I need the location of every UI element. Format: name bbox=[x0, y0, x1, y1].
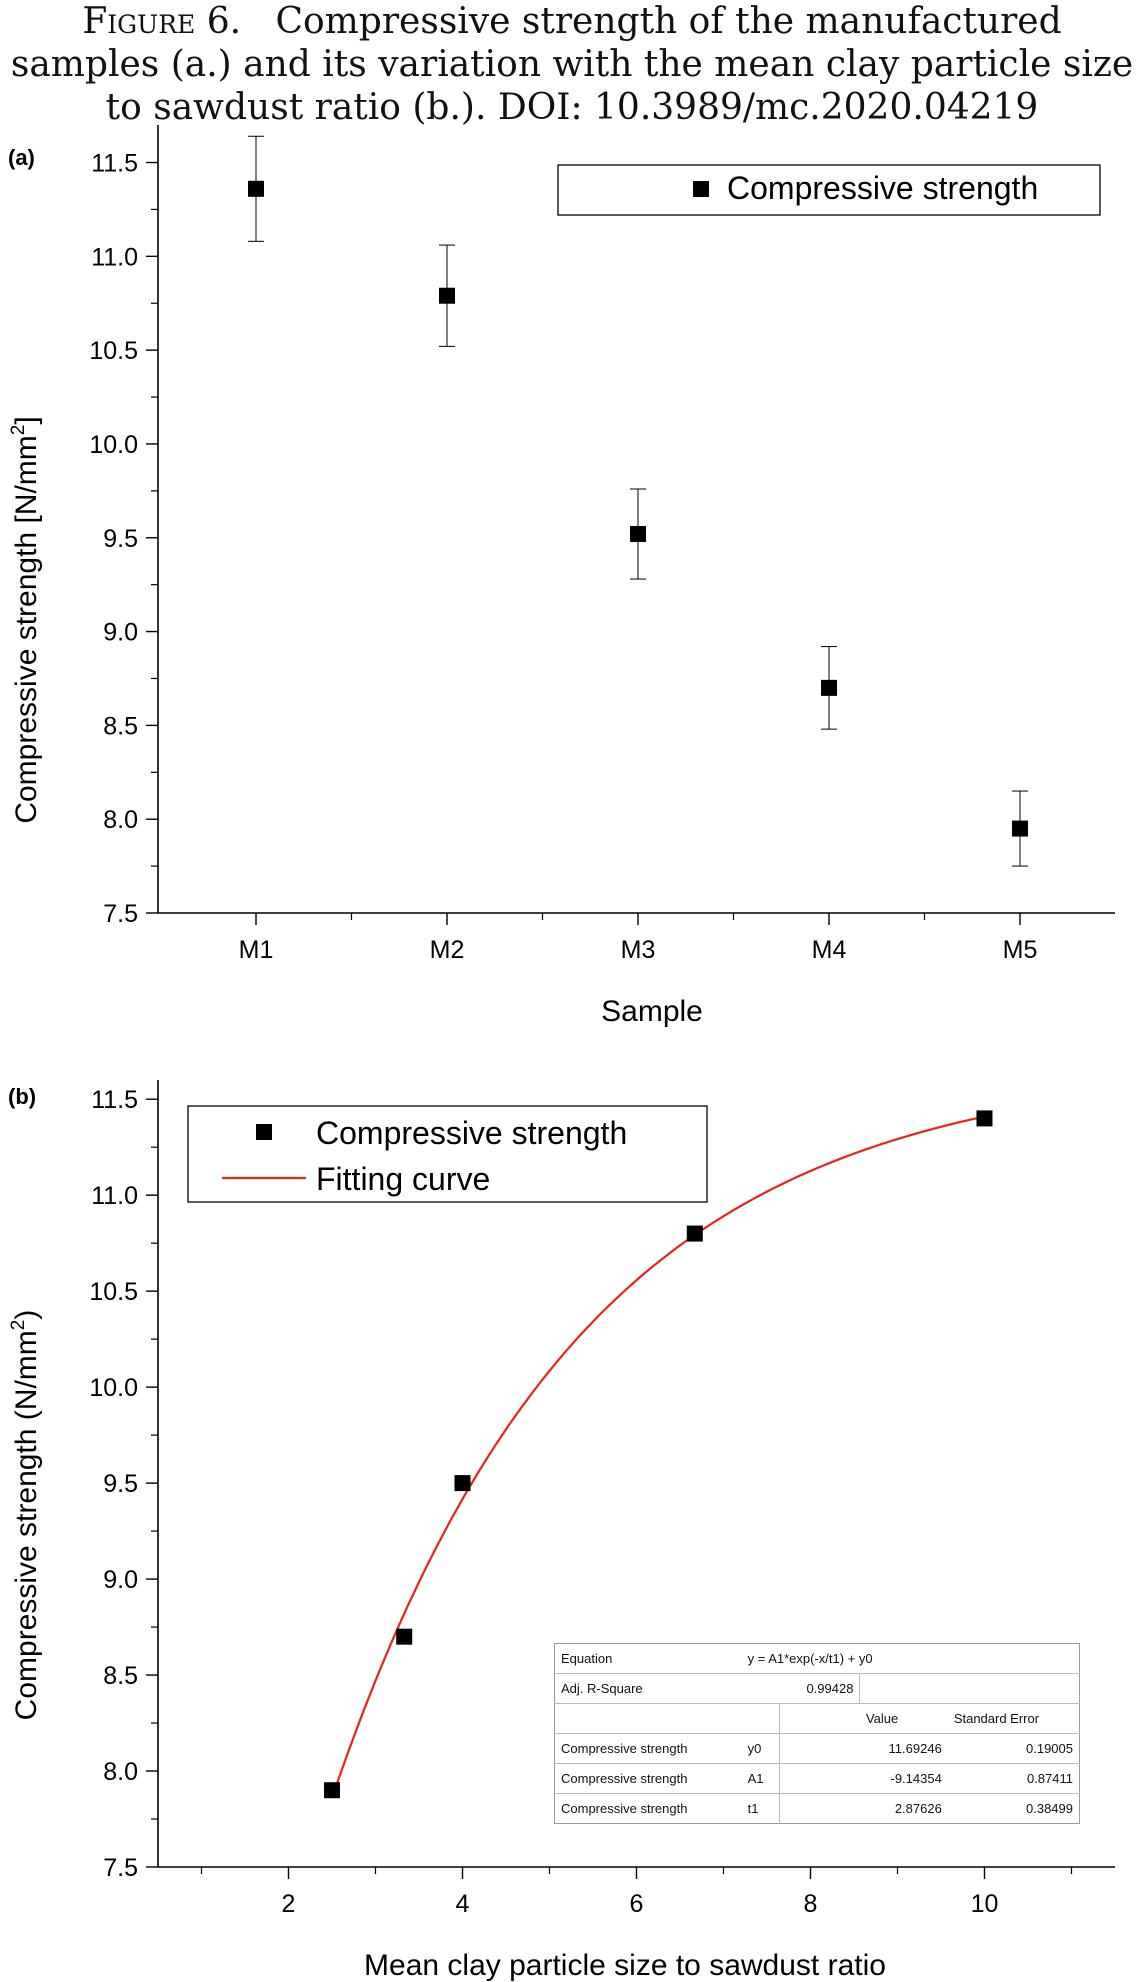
panel-a-data-point bbox=[248, 180, 264, 197]
panel-b-fitting-curve bbox=[330, 1115, 985, 1799]
panel-a-x-axis-title: Sample bbox=[601, 995, 703, 1028]
panel-a-label: (a) bbox=[8, 145, 35, 170]
panel-a-data-point bbox=[1012, 820, 1028, 837]
equation-label: Equation bbox=[561, 1651, 613, 1666]
panel-a-legend-marker bbox=[693, 181, 709, 197]
caption-line-1-rest: Compressive strength of the manufactured bbox=[275, 1, 1062, 42]
fit-row-error: 0.87411 bbox=[947, 1763, 1080, 1794]
col-error-header: Standard Error bbox=[947, 1703, 1080, 1734]
panel-a-data-point bbox=[439, 287, 455, 304]
panel-b-y-tick-label: 9.5 bbox=[103, 1470, 138, 1498]
panel-a-x-tick-label: M2 bbox=[430, 936, 465, 964]
panel-a-x-tick-label: M5 bbox=[1003, 936, 1038, 964]
equation-text: y = A1*exp(-x/t1) + y0 bbox=[747, 1651, 873, 1666]
panel-b-y-tick-label: 8.5 bbox=[103, 1662, 138, 1690]
panel-b-data-point bbox=[686, 1225, 703, 1242]
panel-a-y-tick-label: 11.0 bbox=[91, 243, 138, 271]
panel-b-legend-box bbox=[187, 1105, 708, 1203]
fit-table-header-row: Value Standard Error bbox=[554, 1703, 1080, 1734]
panel-b-y-tick-label: 11.5 bbox=[91, 1086, 138, 1114]
panel-b-label: (b) bbox=[8, 1084, 36, 1109]
panel-a-y-tick-label: 9.0 bbox=[103, 619, 138, 647]
fit-row-name: Compressive strength bbox=[554, 1763, 742, 1794]
panel-b-x-tick-label: 8 bbox=[804, 1890, 818, 1918]
panel-a-legend-box bbox=[557, 164, 1101, 216]
panel-b-legend-label-points: Compressive strength bbox=[316, 1115, 627, 1151]
fit-row-value: 2.87626 bbox=[859, 1793, 948, 1824]
panel-b-y-tick-label: 11.0 bbox=[91, 1182, 138, 1210]
panel-b-data-point bbox=[976, 1110, 993, 1127]
caption-lead: Figure 6. bbox=[82, 1, 242, 42]
panel-b-x-tick-label: 10 bbox=[971, 1890, 999, 1918]
panel-b-y-tick-label: 10.0 bbox=[89, 1374, 138, 1402]
caption-line-3: to sawdust ratio (b.). DOI: 10.3989/mc.2… bbox=[105, 87, 1039, 128]
figure-caption: Figure 6. Compressive strength of the ma… bbox=[0, 0, 1144, 129]
panel-b-legend-marker bbox=[256, 1124, 272, 1140]
panel-a-y-tick-label: 10.5 bbox=[89, 337, 138, 365]
panel-a-y-tick-label: 8.5 bbox=[103, 712, 138, 740]
panel-b-y-tick-label: 9.0 bbox=[103, 1566, 138, 1594]
panel-b-y-tick-label: 8.0 bbox=[103, 1758, 138, 1786]
panel-b-y-tick-label: 10.5 bbox=[89, 1278, 138, 1306]
panel-a-y-tick-label: 10.0 bbox=[89, 431, 138, 459]
panel-a-data-point bbox=[821, 679, 837, 696]
panel-b-x-tick-label: 2 bbox=[282, 1890, 296, 1918]
panel-a-y-tick-label: 9.5 bbox=[103, 525, 138, 553]
panel-a-x-tick-label: M3 bbox=[621, 936, 656, 964]
fit-row-param: t1 bbox=[741, 1793, 780, 1824]
col-value-header: Value bbox=[859, 1703, 948, 1734]
fit-table-equation-row: Equation y = A1*exp(-x/t1) + y0 bbox=[555, 1644, 1080, 1674]
panel-b-y-axis-title: Compressive strength (N/mm2) bbox=[8, 1310, 43, 1721]
panel-b-data-point bbox=[324, 1782, 340, 1799]
fit-row-param: A1 bbox=[741, 1763, 780, 1794]
fit-row-param: y0 bbox=[741, 1733, 780, 1764]
panel-a: (a) Compressive strength Sample Compress… bbox=[8, 125, 1115, 1028]
panel-b-x-tick-label: 4 bbox=[456, 1890, 470, 1918]
panel-b-x-axis-title: Mean clay particle size to sawdust ratio bbox=[364, 1949, 886, 1982]
fit-table-row: Compressive strength A1 -9.14354 0.87411 bbox=[554, 1763, 1080, 1794]
r2-label: Adj. R-Square bbox=[554, 1673, 742, 1704]
fit-row-value: 11.69246 bbox=[859, 1733, 948, 1764]
panel-a-x-tick-label: M4 bbox=[812, 936, 847, 964]
fit-row-value: -9.14354 bbox=[859, 1763, 948, 1794]
panel-b-x-tick-label: 6 bbox=[630, 1890, 644, 1918]
panel-a-y-axis-title: Compressive strength [N/mm2] bbox=[8, 416, 43, 823]
fit-row-error: 0.19005 bbox=[947, 1733, 1080, 1764]
panel-a-y-tick-label: 11.5 bbox=[91, 150, 138, 178]
fit-row-name: Compressive strength bbox=[554, 1733, 742, 1764]
caption-line-2: samples (a.) and its variation with the … bbox=[10, 44, 1134, 85]
fit-row-error: 0.38499 bbox=[947, 1793, 1080, 1824]
fit-table-row: Compressive strength y0 11.69246 0.19005 bbox=[554, 1733, 1080, 1764]
panel-a-y-tick-label: 8.0 bbox=[103, 806, 138, 834]
panel-a-legend-label: Compressive strength bbox=[727, 170, 1038, 206]
panel-b-data-point bbox=[454, 1475, 471, 1492]
panel-a-x-tick-label: M1 bbox=[239, 936, 274, 964]
panel-a-y-tick-label: 7.5 bbox=[103, 900, 138, 928]
panel-b-data-point bbox=[396, 1628, 413, 1645]
panel-a-data-point bbox=[630, 526, 646, 543]
panel-b: (b) Compressive strength Fitting curve M… bbox=[8, 1080, 1115, 1982]
fit-row-name: Compressive strength bbox=[554, 1793, 742, 1824]
caption-line-1: Figure 6. Compressive strength of the ma… bbox=[0, 0, 1144, 43]
panel-b-legend-label-fit: Fitting curve bbox=[316, 1161, 490, 1197]
fit-parameters-table: Equation y = A1*exp(-x/t1) + y0 Adj. R-S… bbox=[554, 1643, 1080, 1824]
r2-value: 0.99428 bbox=[779, 1673, 860, 1704]
fit-table-r2-row: Adj. R-Square 0.99428 bbox=[554, 1673, 1080, 1704]
panel-b-y-tick-label: 7.5 bbox=[103, 1854, 138, 1882]
fit-table-row: Compressive strength t1 2.87626 0.38499 bbox=[554, 1793, 1080, 1824]
